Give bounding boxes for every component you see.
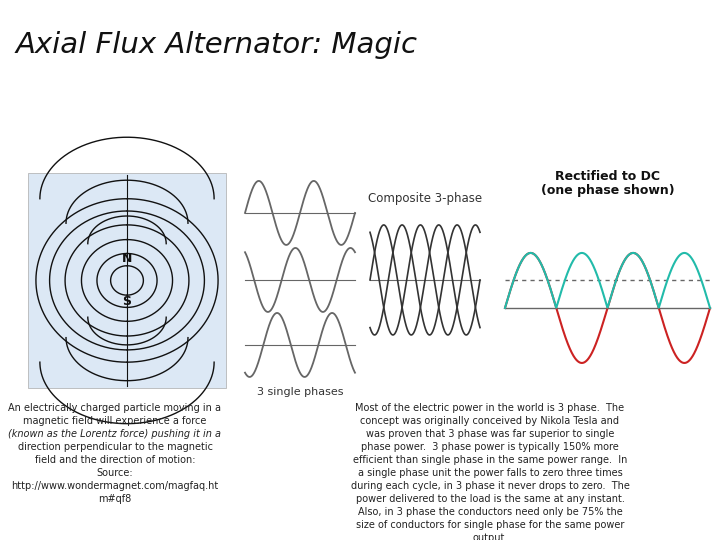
Text: (known as the Lorentz force) pushing it in a: (known as the Lorentz force) pushing it … bbox=[9, 429, 222, 439]
Text: power delivered to the load is the same at any instant.: power delivered to the load is the same … bbox=[356, 494, 624, 504]
Text: m#qf8: m#qf8 bbox=[99, 494, 132, 504]
Text: Rectified to DC: Rectified to DC bbox=[555, 170, 660, 183]
Text: (one phase shown): (one phase shown) bbox=[541, 184, 675, 197]
Text: N: N bbox=[122, 252, 132, 266]
Text: size of conductors for single phase for the same power: size of conductors for single phase for … bbox=[356, 520, 624, 530]
Text: a single phase unit the power falls to zero three times: a single phase unit the power falls to z… bbox=[358, 468, 622, 478]
Text: phase power.  3 phase power is typically 150% more: phase power. 3 phase power is typically … bbox=[361, 442, 619, 452]
Text: Composite 3-phase: Composite 3-phase bbox=[368, 192, 482, 205]
Text: 3 single phases: 3 single phases bbox=[257, 387, 343, 397]
Text: output.: output. bbox=[472, 533, 508, 540]
Text: efficient than single phase in the same power range.  In: efficient than single phase in the same … bbox=[353, 455, 627, 465]
Text: concept was originally conceived by Nikola Tesla and: concept was originally conceived by Niko… bbox=[361, 416, 619, 426]
Text: during each cycle, in 3 phase it never drops to zero.  The: during each cycle, in 3 phase it never d… bbox=[351, 481, 629, 491]
Text: Also, in 3 phase the conductors need only be 75% the: Also, in 3 phase the conductors need onl… bbox=[358, 507, 622, 517]
Text: was proven that 3 phase was far superior to single: was proven that 3 phase was far superior… bbox=[366, 429, 614, 439]
Text: field and the direction of motion:: field and the direction of motion: bbox=[35, 455, 195, 465]
Text: magnetic field will experience a force: magnetic field will experience a force bbox=[23, 416, 207, 426]
Bar bbox=[28, 173, 226, 388]
Text: Source:: Source: bbox=[96, 468, 133, 478]
Text: Most of the electric power in the world is 3 phase.  The: Most of the electric power in the world … bbox=[356, 403, 624, 413]
Text: direction perpendicular to the magnetic: direction perpendicular to the magnetic bbox=[17, 442, 212, 452]
Text: An electrically charged particle moving in a: An electrically charged particle moving … bbox=[9, 403, 222, 413]
Text: S: S bbox=[122, 295, 132, 308]
Text: http://www.wondermagnet.com/magfaq.ht: http://www.wondermagnet.com/magfaq.ht bbox=[12, 481, 219, 491]
Text: Axial Flux Alternator: Magic: Axial Flux Alternator: Magic bbox=[16, 31, 418, 59]
